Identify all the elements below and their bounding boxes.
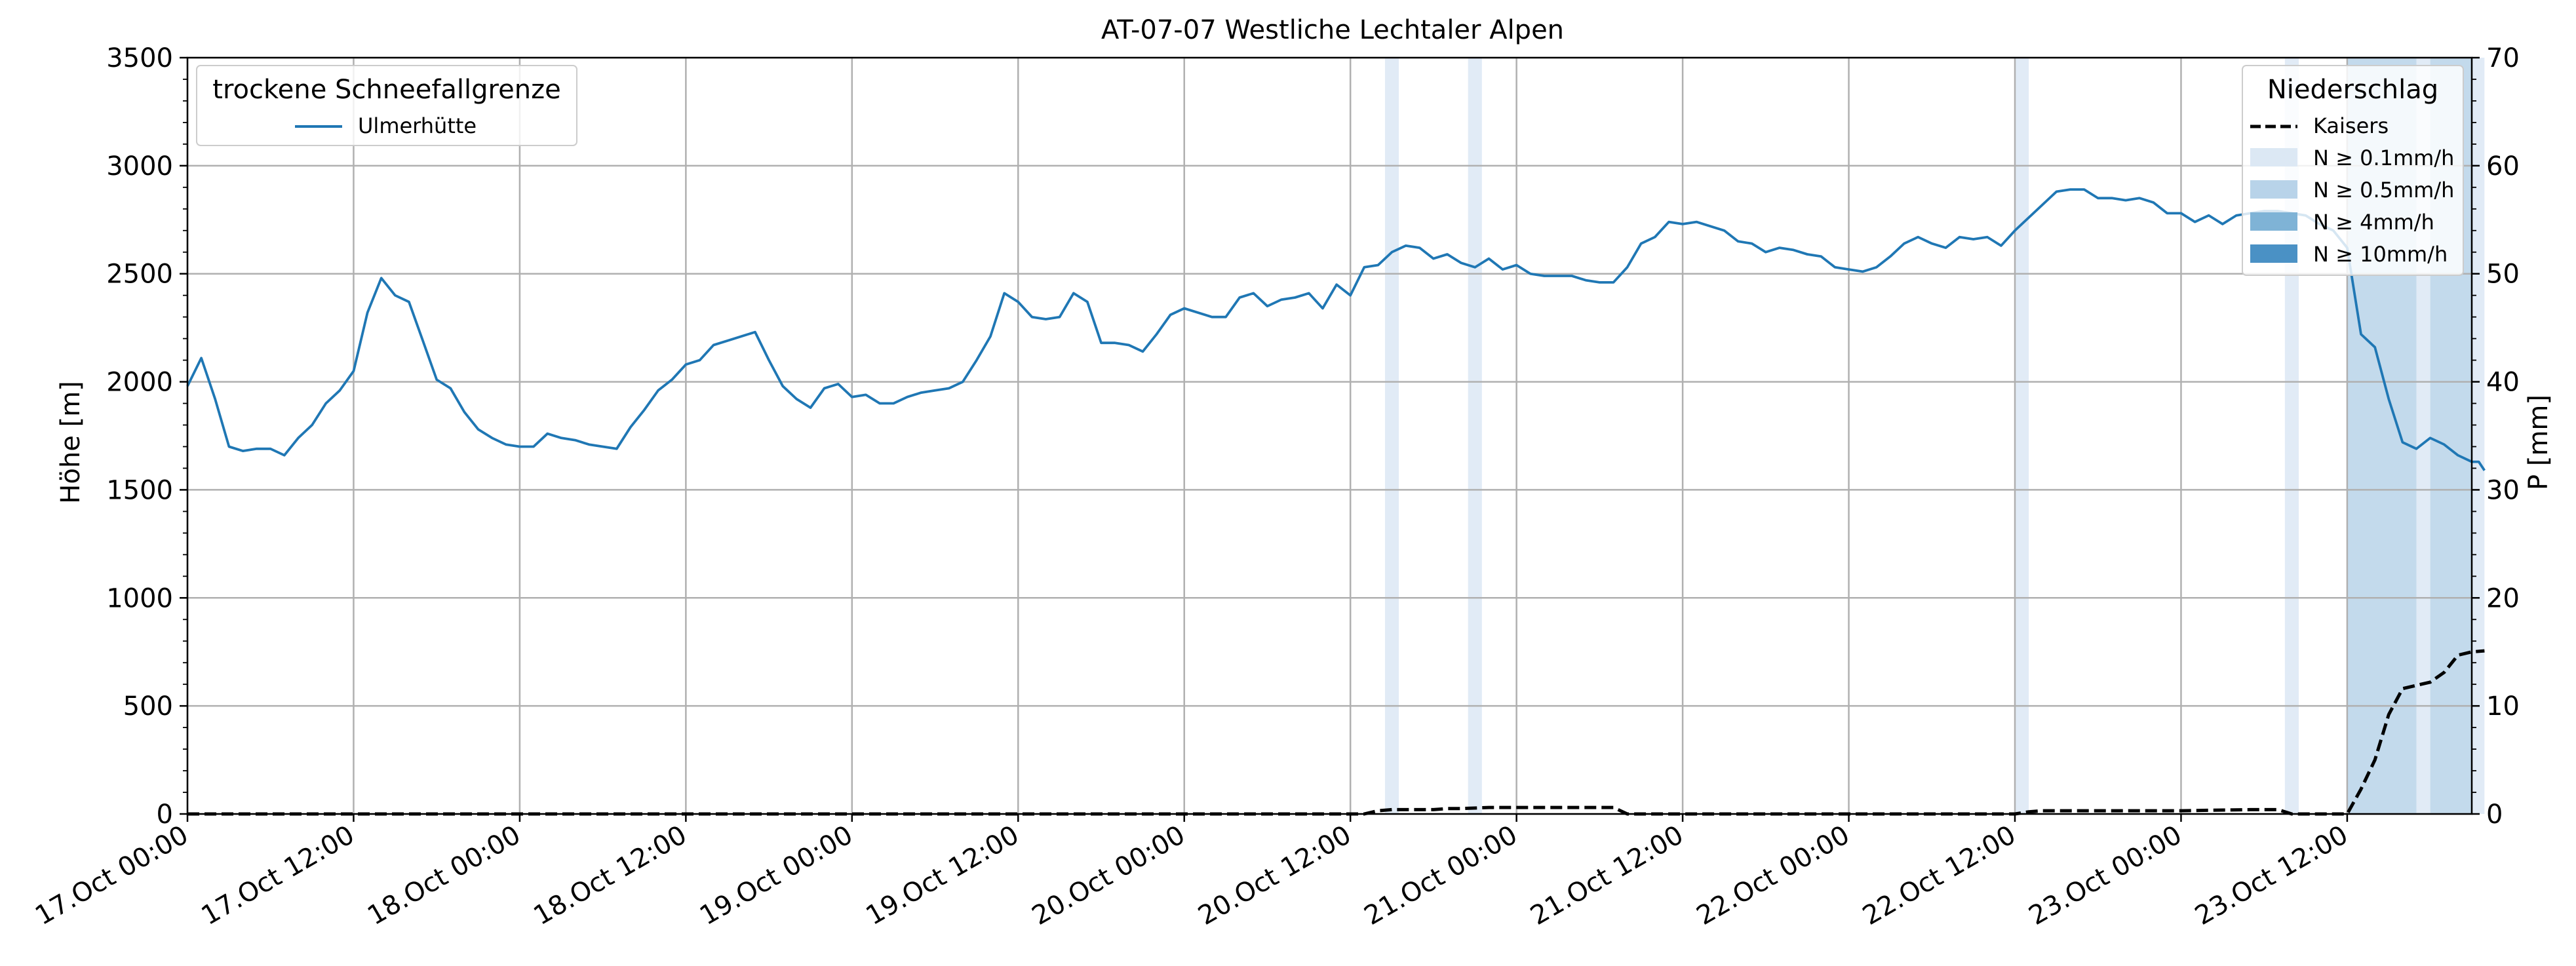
y2-tick-label: 40 (2486, 368, 2520, 398)
legend-entry-label: N ≥ 4mm/h (2313, 210, 2434, 235)
gridlines (186, 56, 2472, 815)
y-tick-label: 2500 (106, 260, 173, 290)
legend-swatch-patch (2250, 148, 2297, 166)
legend-box (2242, 65, 2464, 276)
x-tick-label: 22.Oct 12:00 (1858, 820, 2021, 931)
x-tick-label: 23.Oct 00:00 (2024, 820, 2187, 931)
x-tick-label: 19.Oct 12:00 (861, 820, 1024, 931)
legend-swatch-patch (2250, 212, 2297, 231)
precip-band (1468, 58, 1482, 814)
legend-entry-label: N ≥ 0.5mm/h (2313, 178, 2454, 203)
series-line-kaisers (187, 649, 2485, 816)
legend-title: trockene Schneefallgrenze (212, 75, 560, 105)
x-tick-label: 22.Oct 00:00 (1692, 820, 1855, 931)
y-tick-label: 1000 (106, 583, 173, 613)
x-tick-label: 17.Oct 00:00 (30, 820, 193, 931)
legend-swatch-patch (2250, 180, 2297, 199)
y-tick-label: 3500 (106, 43, 173, 73)
y2-tick-label: 10 (2486, 691, 2520, 722)
legend-snowline: trockene Schneefallgrenze Ulmerhütte (196, 65, 577, 146)
chart-title: AT-07-07 Westliche Lechtaler Alpen (1101, 15, 1564, 45)
x-tick-label: 20.Oct 12:00 (1193, 820, 1356, 931)
precip-band (2015, 58, 2029, 814)
x-tick-label: 18.Oct 12:00 (529, 820, 692, 931)
y-tick-label: 3000 (106, 151, 173, 182)
y2-tick-label: 20 (2486, 583, 2520, 613)
precip-band (2472, 58, 2485, 814)
x-tick-label: 23.Oct 12:00 (2190, 820, 2353, 931)
y2-tick-label: 0 (2486, 800, 2503, 830)
series-lines (186, 188, 2486, 816)
axes (186, 56, 2473, 815)
legend-swatch-patch (2250, 244, 2297, 263)
y2-tick-label: 60 (2486, 151, 2520, 182)
x-tick-label: 17.Oct 12:00 (197, 820, 360, 931)
x-tick-label: 21.Oct 00:00 (1359, 820, 1523, 931)
x-tick-label: 20.Oct 00:00 (1027, 820, 1190, 931)
precip-band (1384, 58, 1399, 814)
y2-tick-label: 50 (2486, 260, 2520, 290)
legend-entry-label: Ulmerhütte (358, 113, 477, 138)
y-axis-label-right: P [mm] (2524, 395, 2554, 490)
legend-entry-label: Kaisers (2313, 113, 2389, 138)
y-tick-label: 2000 (106, 368, 173, 398)
x-tick-label: 18.Oct 00:00 (362, 820, 526, 931)
legend-entry-label: N ≥ 0.1mm/h (2313, 145, 2454, 170)
plot-frame (186, 56, 2473, 815)
legend-precipitation: Niederschlag Kaisers N ≥ 0.1mm/h N ≥ 0.5mm/… (2242, 65, 2464, 276)
legend-entry-label: N ≥ 10mm/h (2313, 242, 2448, 267)
x-tick-label: 19.Oct 00:00 (695, 820, 858, 931)
y-tick-label: 500 (123, 691, 173, 722)
tick-labels: 0 500 1000 1500 2000 2500 3000 3500 0 10 20 30 40 50 6… (30, 43, 2520, 931)
y-tick-label: 1500 (106, 475, 173, 505)
legend-title: Niederschlag (2267, 75, 2438, 105)
y-tick-label: 0 (157, 800, 173, 830)
y2-tick-label: 30 (2486, 475, 2520, 505)
x-tick-label: 21.Oct 12:00 (1525, 820, 1688, 931)
tick-marks (180, 56, 2480, 822)
series-line-ulmerh-tte (186, 188, 2486, 471)
legend-box (196, 65, 577, 146)
y2-tick-label: 70 (2486, 43, 2520, 73)
y-axis-label-left: Höhe [m] (56, 381, 86, 503)
